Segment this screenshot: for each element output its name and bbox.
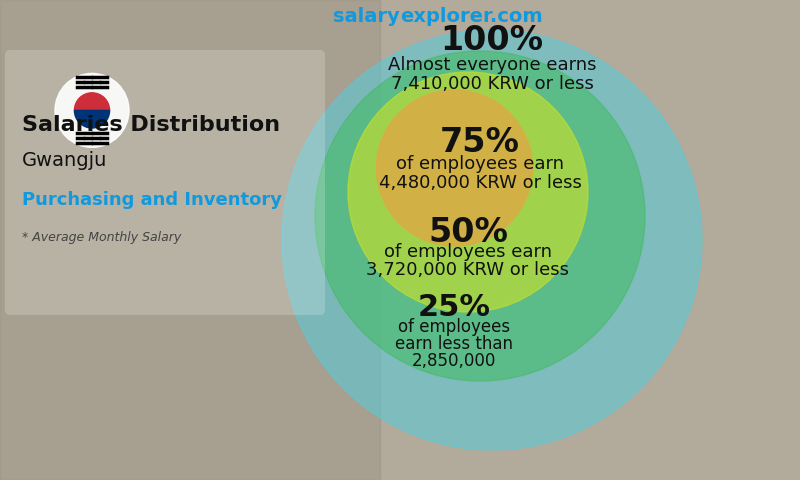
Text: 100%: 100% [441, 24, 543, 57]
Circle shape [282, 30, 702, 450]
Text: * Average Monthly Salary: * Average Monthly Salary [22, 231, 182, 244]
Text: explorer.com: explorer.com [400, 8, 542, 26]
Text: Purchasing and Inventory: Purchasing and Inventory [22, 191, 282, 209]
Text: 3,720,000 KRW or less: 3,720,000 KRW or less [366, 261, 570, 279]
Text: 75%: 75% [440, 125, 520, 158]
Text: of employees earn: of employees earn [384, 243, 552, 261]
Text: 25%: 25% [418, 293, 491, 323]
Circle shape [348, 72, 588, 312]
Wedge shape [74, 93, 110, 110]
Wedge shape [74, 110, 110, 128]
Text: salary: salary [334, 8, 400, 26]
Text: 4,480,000 KRW or less: 4,480,000 KRW or less [378, 174, 582, 192]
Text: Salaries Distribution: Salaries Distribution [22, 115, 280, 135]
Circle shape [55, 73, 129, 147]
Text: 2,850,000: 2,850,000 [412, 352, 497, 370]
FancyBboxPatch shape [5, 50, 325, 315]
Text: Almost everyone earns: Almost everyone earns [388, 56, 596, 74]
Bar [0, 0, 380, 480]
Text: 7,410,000 KRW or less: 7,410,000 KRW or less [390, 75, 594, 93]
Text: of employees earn: of employees earn [396, 155, 564, 173]
Text: 50%: 50% [428, 216, 508, 249]
Circle shape [376, 90, 533, 246]
Text: of employees: of employees [398, 318, 510, 336]
Circle shape [315, 51, 645, 381]
Text: earn less than: earn less than [395, 335, 514, 353]
Text: Gwangju: Gwangju [22, 151, 107, 169]
